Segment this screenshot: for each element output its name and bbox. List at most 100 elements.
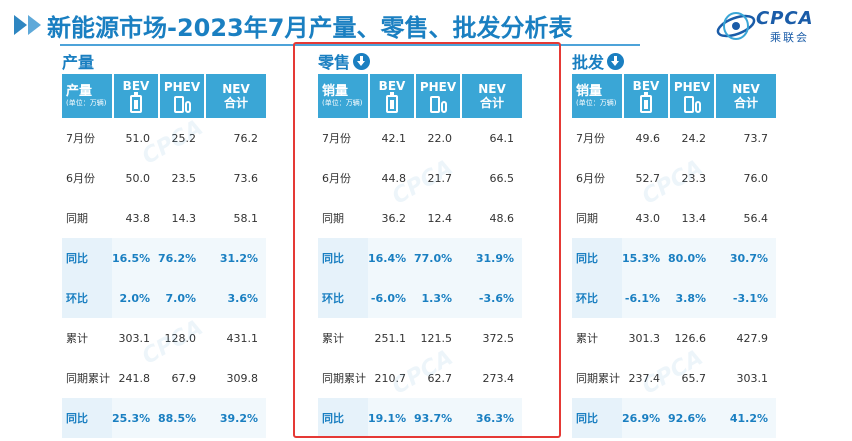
row-label: 同期: [576, 212, 598, 225]
value-cell: 51.0: [125, 131, 151, 145]
value-cell: 3.8%: [668, 278, 714, 318]
row-label: 7月份: [322, 132, 351, 145]
row-label: 同比: [572, 238, 622, 278]
battery-icon: [130, 92, 142, 113]
table-row: 同期 43.0 13.4 56.4: [572, 198, 776, 238]
value-cell: 22.0: [427, 131, 453, 145]
row-label: 环比: [62, 278, 112, 318]
header-phev-label: PHEV: [673, 79, 711, 94]
table-header-row: 产量 (单位：万辆) BEV PHEV NEV 合计: [62, 74, 266, 118]
row-label: 同期累计: [322, 372, 366, 385]
value-cell: 15.3%: [622, 238, 668, 278]
value-cell: 16.5%: [112, 238, 158, 278]
value-cell: 303.1: [736, 371, 769, 385]
value-cell: 16.4%: [368, 238, 414, 278]
logo-brand-text: CPCA: [756, 8, 814, 29]
header-label-cell: 销量 (单位：万辆): [572, 74, 622, 118]
header-nev: NEV 合计: [460, 74, 522, 118]
table-row: 6月份 50.0 23.5 73.6: [62, 158, 266, 198]
value-cell: 7.0%: [158, 278, 204, 318]
value-cell: 14.3: [171, 211, 197, 225]
table-row: 同比 16.5% 76.2% 31.2%: [62, 238, 266, 278]
value-cell: 25.3%: [112, 398, 158, 438]
value-cell: 19.1%: [368, 398, 414, 438]
table-row: 环比 -6.0% 1.3% -3.6%: [318, 278, 522, 318]
value-cell: 12.4: [427, 211, 453, 225]
value-cell: 128.0: [164, 331, 197, 345]
header-phev: PHEV: [414, 74, 460, 118]
row-label: 同比: [572, 398, 622, 438]
fuel-plug-icon: [429, 95, 447, 113]
table-header-row: 销量 (单位：万辆) BEV PHEV NEV 合计: [572, 74, 776, 118]
value-cell: 26.9%: [622, 398, 668, 438]
value-cell: 77.0%: [414, 238, 460, 278]
arrow-down-circle-icon: [353, 52, 371, 70]
row-label: 环比: [572, 278, 622, 318]
table-row: 7月份 51.0 25.2 76.2: [62, 118, 266, 158]
table-row: 环比 -6.1% 3.8% -3.1%: [572, 278, 776, 318]
value-cell: 251.1: [374, 331, 407, 345]
value-cell: 303.1: [118, 331, 151, 345]
value-cell: 13.4: [681, 211, 707, 225]
header-phev: PHEV: [668, 74, 714, 118]
arrow-down-circle-icon: [607, 52, 625, 70]
value-cell: 48.6: [489, 211, 515, 225]
section-wholesale: 批发 销量 (单位：万辆) BEV PHEV NEV 合计 7月份 49.6 24.2 73.7 6月…: [572, 48, 776, 438]
table-row: 7月份 49.6 24.2 73.7: [572, 118, 776, 158]
value-cell: 30.7%: [714, 238, 776, 278]
value-cell: 1.3%: [414, 278, 460, 318]
row-label: 6月份: [66, 172, 95, 185]
value-cell: 76.0: [743, 171, 769, 185]
row-label: 7月份: [66, 132, 95, 145]
table-row: 6月份 52.7 23.3 76.0: [572, 158, 776, 198]
header-bev: BEV: [622, 74, 668, 118]
header-label: 销量: [576, 84, 603, 99]
value-cell: 93.7%: [414, 398, 460, 438]
table-row: 同比 26.9% 92.6% 41.2%: [572, 398, 776, 438]
value-cell: 43.8: [125, 211, 151, 225]
row-label: 6月份: [576, 172, 605, 185]
value-cell: 49.6: [635, 131, 661, 145]
chevron-right-icon: [14, 15, 41, 35]
header-nev-label: NEV 合计: [222, 82, 250, 110]
header-label-cell: 产量 (单位：万辆): [62, 74, 112, 118]
table-row: 6月份 44.8 21.7 66.5: [318, 158, 522, 198]
row-label: 累计: [66, 332, 88, 345]
header-label: 产量: [66, 84, 93, 99]
table-row: 同期累计 237.4 65.7 303.1: [572, 358, 776, 398]
value-cell: 24.2: [681, 131, 707, 145]
section-title-text: 产量: [62, 53, 95, 72]
value-cell: 210.7: [374, 371, 407, 385]
header-nev-label: NEV 合计: [732, 82, 760, 110]
header-bev-label: BEV: [378, 79, 406, 93]
value-cell: 237.4: [628, 371, 661, 385]
value-cell: 25.2: [171, 131, 197, 145]
row-label: 7月份: [576, 132, 605, 145]
header-phev: PHEV: [158, 74, 204, 118]
header-nev: NEV 合计: [204, 74, 266, 118]
value-cell: -3.1%: [714, 278, 776, 318]
value-cell: 73.6: [233, 171, 259, 185]
value-cell: -3.6%: [460, 278, 522, 318]
table-row: 累计 251.1 121.5 372.5: [318, 318, 522, 358]
value-cell: 31.2%: [204, 238, 266, 278]
cpca-swirl-logo-icon: [716, 12, 756, 40]
header-phev-label: PHEV: [419, 79, 457, 94]
value-cell: 76.2: [233, 131, 259, 145]
cpca-logo: CPCA 乘联会: [714, 6, 834, 44]
row-label: 同比: [318, 238, 368, 278]
value-cell: 21.7: [427, 171, 453, 185]
section-title: 批发: [572, 48, 776, 74]
table-row: 同期 43.8 14.3 58.1: [62, 198, 266, 238]
fuel-plug-icon: [683, 95, 701, 113]
value-cell: 50.0: [125, 171, 151, 185]
value-cell: 42.1: [381, 131, 407, 145]
value-cell: 92.6%: [668, 398, 714, 438]
row-label: 同期: [322, 212, 344, 225]
header-label-cell: 销量 (单位：万辆): [318, 74, 368, 118]
value-cell: 23.3: [681, 171, 707, 185]
table-row: 同比 19.1% 93.7% 36.3%: [318, 398, 522, 438]
unit-label: (单位：万辆): [66, 99, 107, 107]
value-cell: 41.2%: [714, 398, 776, 438]
section-title-text: 批发: [572, 53, 605, 72]
